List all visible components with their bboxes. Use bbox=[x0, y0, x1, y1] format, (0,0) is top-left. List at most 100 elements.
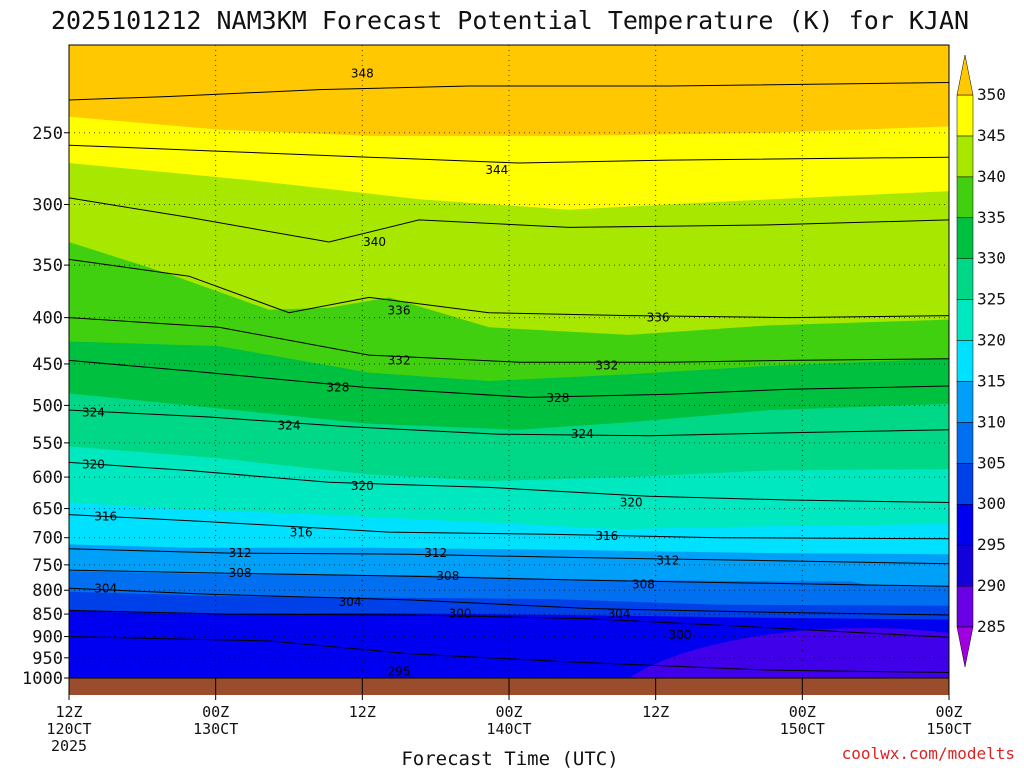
x-tick-label: 140CT bbox=[486, 720, 531, 738]
x-tick-label: 150CT bbox=[780, 720, 825, 738]
y-axis: 250 300 350 400 450 500 550 600 650 700 750 800 850 9… bbox=[22, 124, 69, 689]
y-tick-label: 900 bbox=[32, 628, 63, 648]
y-tick-label: 650 bbox=[32, 500, 63, 520]
contour-label: 295 bbox=[388, 665, 411, 679]
colorbar-segment bbox=[956, 463, 974, 505]
contour-label: 312 bbox=[229, 546, 252, 560]
y-tick-label: 600 bbox=[32, 468, 63, 488]
contour-line bbox=[69, 258, 949, 319]
contour-label: 308 bbox=[436, 569, 459, 583]
y-tick-label: 500 bbox=[32, 396, 63, 416]
x-tick-label: 12Z bbox=[349, 703, 376, 721]
y-tick-label: 400 bbox=[32, 309, 63, 329]
x-tick-label: 130CT bbox=[193, 720, 238, 738]
contour-line bbox=[69, 359, 949, 398]
contour-label: 312 bbox=[424, 546, 447, 560]
contour-line bbox=[69, 461, 949, 503]
contour-label: 348 bbox=[351, 66, 374, 80]
contour-label: 340 bbox=[363, 235, 386, 249]
contour-line bbox=[69, 197, 949, 243]
contour-label: 312 bbox=[656, 554, 679, 568]
colorbar-label: 345 bbox=[977, 126, 1006, 145]
contour-label: 328 bbox=[326, 381, 349, 395]
contour-label: 304 bbox=[94, 581, 117, 595]
x-tick-label: 120CT bbox=[46, 720, 91, 738]
colorbar-label: 335 bbox=[977, 208, 1006, 227]
y-tick-label: 850 bbox=[32, 605, 63, 625]
colorbar-label: 350 bbox=[977, 85, 1006, 104]
contour-label: 328 bbox=[546, 391, 569, 405]
x-tick-label: 00Z bbox=[935, 703, 962, 721]
colorbar-segment bbox=[956, 544, 974, 587]
contour-line bbox=[69, 514, 949, 540]
contour-label: 308 bbox=[632, 577, 655, 591]
contour-label: 332 bbox=[388, 353, 411, 367]
x-tick-label: 00Z bbox=[789, 703, 816, 721]
plot-area bbox=[69, 45, 949, 678]
colorbar-label: 285 bbox=[977, 617, 1006, 636]
colorbar-segment bbox=[956, 299, 974, 341]
contour-label: 316 bbox=[595, 529, 618, 543]
field-band-cold bbox=[629, 628, 949, 678]
contour-label: 320 bbox=[620, 495, 643, 509]
contour-label: 308 bbox=[229, 566, 252, 580]
y-tick-label: 550 bbox=[32, 434, 63, 454]
x-tick-label: 2025 bbox=[51, 737, 87, 755]
contour-label: 304 bbox=[608, 607, 631, 621]
contour-label: 336 bbox=[388, 304, 411, 318]
colorbar-segment bbox=[956, 135, 974, 178]
colorbar-label: 315 bbox=[977, 371, 1006, 390]
colorbar-segment bbox=[956, 422, 974, 464]
y-tick-label: 950 bbox=[32, 649, 63, 669]
x-tick-label: 12Z bbox=[55, 703, 82, 721]
contour-label: 324 bbox=[571, 427, 594, 441]
contour-label: 316 bbox=[94, 509, 117, 523]
y-tick-label: 300 bbox=[32, 195, 63, 215]
contour-labels: 348 344 340 336 336 332 332 328 328 324 324 324 320 3… bbox=[82, 66, 692, 678]
contour-label: 300 bbox=[669, 628, 692, 642]
contour-line bbox=[69, 317, 949, 363]
credit-text[interactable]: coolwx.com/modelts bbox=[842, 744, 1015, 763]
contour-line bbox=[69, 82, 949, 101]
contour-line bbox=[69, 144, 949, 164]
y-tick-label: 750 bbox=[32, 556, 63, 576]
colorbar-label: 300 bbox=[977, 494, 1006, 513]
contour-line bbox=[69, 569, 949, 587]
y-tick-label: 1000 bbox=[22, 669, 63, 689]
colorbar-label: 340 bbox=[977, 167, 1006, 186]
colorbar-label: 305 bbox=[977, 453, 1006, 472]
contour-line bbox=[69, 587, 949, 616]
colorbar-top-arrow bbox=[956, 54, 974, 96]
x-tick-label: 00Z bbox=[202, 703, 229, 721]
x-tick-label: 12Z bbox=[642, 703, 669, 721]
colorbar-segment bbox=[956, 381, 974, 423]
contour-label: 304 bbox=[339, 595, 362, 609]
x-tick-label: 150CT bbox=[926, 720, 971, 738]
contour-label: 324 bbox=[82, 405, 105, 419]
colorbar-segment bbox=[956, 585, 974, 628]
colorbar-segment bbox=[956, 503, 974, 546]
contour-label: 316 bbox=[290, 526, 313, 540]
y-tick-label: 250 bbox=[32, 124, 63, 144]
colorbar-label: 310 bbox=[977, 412, 1006, 431]
y-tick-label: 800 bbox=[32, 581, 63, 601]
colorbar-label: 290 bbox=[977, 576, 1006, 595]
contour-label: 300 bbox=[449, 607, 472, 621]
contour-label: 336 bbox=[647, 311, 670, 325]
contour-line bbox=[69, 548, 949, 565]
colorbar: 285 290 295 300 305 310 315 320 325 330 335 340 345 3… bbox=[956, 54, 1006, 668]
colorbar-label: 325 bbox=[977, 290, 1006, 309]
x-axis-label: Forecast Time (UTC) bbox=[401, 748, 618, 768]
y-tick-label: 450 bbox=[32, 355, 63, 375]
contour-line bbox=[69, 409, 949, 437]
contour-label: 324 bbox=[278, 418, 301, 432]
colorbar-label: 295 bbox=[977, 535, 1006, 554]
colorbar-segment bbox=[956, 94, 974, 137]
contour-line bbox=[69, 609, 949, 638]
contour-label: 320 bbox=[351, 479, 374, 493]
colorbar-bottom-arrow bbox=[956, 626, 974, 668]
contour-label: 320 bbox=[82, 457, 105, 471]
colorbar-segment bbox=[956, 217, 974, 259]
